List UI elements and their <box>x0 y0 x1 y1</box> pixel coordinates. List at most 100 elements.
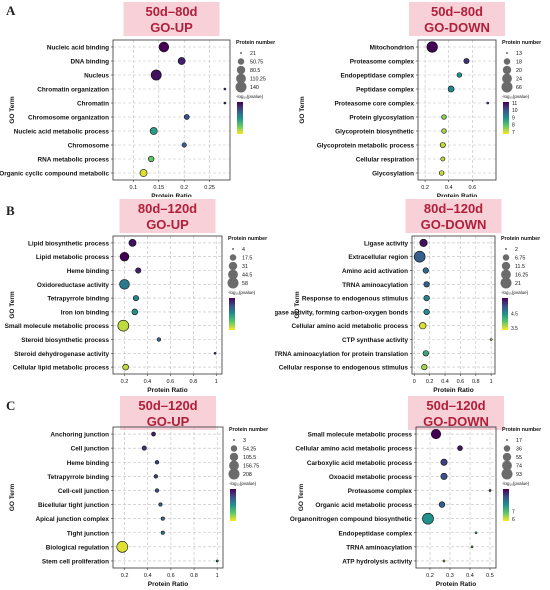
y-tick-label: Tetrapyrrole binding <box>47 296 109 303</box>
x-tick-label: 0.4 <box>445 185 453 191</box>
chart-title: 50d–80d <box>431 4 483 19</box>
data-bubble <box>154 488 160 493</box>
size-legend-label: 208 <box>243 472 252 478</box>
size-legend-label: 140 <box>250 85 259 91</box>
y-tick-label: CTP synthase activity <box>342 337 408 344</box>
data-bubble <box>441 114 447 120</box>
y-tick-label: Cell junction <box>71 446 109 453</box>
data-bubble <box>419 238 428 247</box>
panel-letter-b: B <box>6 203 15 218</box>
y-tick-label: Oxidoreductase activity <box>37 282 110 289</box>
size-legend-dot <box>503 58 511 65</box>
y-tick-label: Proteasome complex <box>350 59 415 66</box>
x-tick-label: 0.2 <box>121 379 129 385</box>
chart-title: 80d–120d <box>138 201 197 216</box>
size-legend-dot <box>235 81 247 93</box>
size-legend-label: 24 <box>516 77 522 83</box>
x-tick-label: 0.25 <box>204 185 215 191</box>
data-bubble <box>419 322 427 330</box>
x-tick-label: 1 <box>215 379 218 385</box>
size-legend-dot <box>232 248 234 250</box>
colorbar <box>502 298 508 330</box>
chart-subtitle: GO-UP <box>150 20 193 35</box>
y-tick-label: TRNA aminoacylation <box>346 544 412 551</box>
data-bubble <box>413 250 426 263</box>
colorbar-tick-label: 8 <box>512 123 515 129</box>
y-tick-label: Chromosome organization <box>28 115 109 122</box>
title-box <box>123 2 220 36</box>
size-legend-label: 36 <box>516 447 522 453</box>
y-tick-label: Cell-cell junction <box>58 488 109 495</box>
x-axis-label: Protein Ratio <box>147 387 187 394</box>
chart-title: 80d–120d <box>424 201 483 216</box>
y-tick-label: Small molecule metabolic process <box>5 323 110 330</box>
data-bubble <box>422 512 434 525</box>
y-tick-label: Iron ion binding <box>61 309 109 316</box>
size-legend-dot <box>233 439 235 441</box>
y-tick-label: Apical junction complex <box>35 516 109 523</box>
chart-subtitle: GO-DOWN <box>423 414 489 429</box>
y-axis-label: GO Term <box>294 291 301 319</box>
data-bubble <box>117 319 130 332</box>
colorbar <box>503 102 509 134</box>
y-tick-label: Cellular response to endogenous stimulus <box>279 365 409 372</box>
data-bubble <box>423 281 430 288</box>
x-tick-label: 0.15 <box>153 185 164 191</box>
y-axis-label: GO Term <box>9 96 16 124</box>
size-legend-dot <box>228 468 240 480</box>
data-bubble <box>422 267 429 274</box>
size-legend-dot <box>240 52 242 54</box>
data-bubble <box>223 101 227 105</box>
data-bubble <box>421 364 428 371</box>
size-legend-label: 6.75 <box>515 256 525 262</box>
size-legend-label: 20 <box>516 68 522 74</box>
size-legend-label: 3 <box>243 438 246 444</box>
data-bubble <box>439 142 446 148</box>
plot-frame <box>112 235 223 375</box>
x-axis-label: Protein Ratio <box>437 193 477 197</box>
data-bubble <box>153 474 158 479</box>
plot-frame <box>415 426 497 569</box>
x-tick-label: 0.2 <box>421 185 429 191</box>
size-legend-dot <box>505 248 507 250</box>
y-axis-label: GO Term <box>9 291 16 319</box>
title-box <box>408 396 504 430</box>
y-tick-label: Ligase activity <box>364 240 408 247</box>
y-tick-label: Ligase activity, forming carbon-oxygen b… <box>275 309 408 316</box>
colorbar-tick-label: 9 <box>512 115 515 121</box>
size-legend-dot <box>502 452 512 462</box>
size-legend-dot <box>501 261 511 271</box>
y-tick-label: Heme binding <box>67 460 109 467</box>
data-bubble <box>122 363 129 371</box>
size-legend-label: 93 <box>516 472 522 478</box>
color-legend-title: -log₁₀(pvalue) <box>502 94 530 99</box>
y-tick-label: Oxoacid metabolic process <box>329 474 413 481</box>
chart-subtitle: GO-UP <box>146 217 189 232</box>
color-legend-title: -log₁₀(pvalue) <box>501 290 529 295</box>
y-tick-label: RNA metabolic process <box>37 157 109 164</box>
y-tick-label: Chromatin <box>77 101 109 108</box>
data-bubble <box>158 502 163 507</box>
colorbar <box>230 489 236 521</box>
y-tick-label: Tetrapyrrole binding <box>47 474 109 481</box>
data-bubble <box>430 428 442 440</box>
size-legend-label: 156.75 <box>243 464 259 470</box>
colorbar-tick-label: 10 <box>512 108 518 114</box>
x-axis-label: Protein Ratio <box>148 581 188 588</box>
data-bubble <box>116 541 129 553</box>
y-tick-label: Peptidase complex <box>356 87 414 94</box>
x-tick-label: 0.8 <box>189 379 197 385</box>
data-bubble <box>489 338 493 341</box>
size-legend-dot <box>500 277 512 289</box>
y-axis-label: GO Term <box>299 96 306 124</box>
y-tick-label: Lipid biosynthetic process <box>28 240 109 247</box>
y-tick-label: Chromatin organization <box>37 87 109 94</box>
size-legend-dot <box>228 261 238 271</box>
color-legend-title: -log₁₀(pvalue) <box>229 481 257 486</box>
size-legend-label: 11.5 <box>515 264 525 270</box>
size-legend-dot <box>237 58 245 65</box>
chart-subtitle: GO-UP <box>147 414 190 429</box>
x-tick-label: 0.2 <box>426 573 434 579</box>
